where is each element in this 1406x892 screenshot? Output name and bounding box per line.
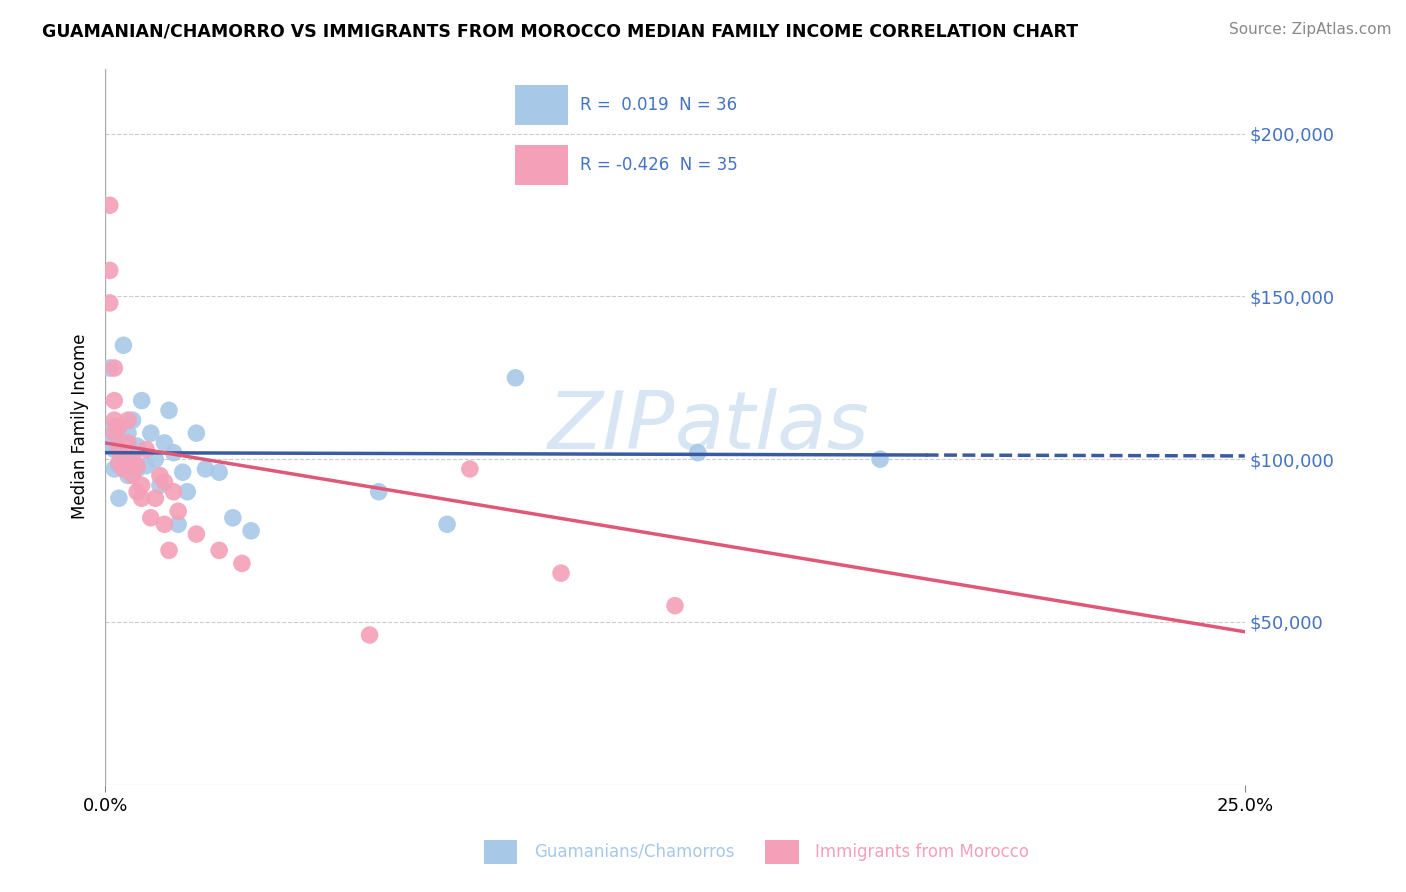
Point (117, 413, 139, 427)
Point (162, 445, 184, 459)
Point (98, 263, 121, 277)
Point (98, 296, 121, 310)
Text: Guamanians/Chamorros: Guamanians/Chamorros (534, 843, 735, 861)
Point (153, 517, 176, 532)
Point (367, 484, 389, 499)
FancyBboxPatch shape (516, 145, 568, 185)
Point (127, 462, 149, 476)
Point (172, 465, 194, 479)
Text: R = -0.426  N = 35: R = -0.426 N = 35 (581, 156, 738, 174)
Point (162, 484, 184, 499)
Point (240, 524, 263, 538)
Point (127, 439, 149, 453)
Text: Immigrants from Morocco: Immigrants from Morocco (815, 843, 1029, 861)
Point (103, 413, 125, 427)
Point (131, 491, 153, 506)
Text: R =  0.019  N = 36: R = 0.019 N = 36 (581, 96, 738, 114)
Point (108, 419, 131, 434)
Point (505, 371, 527, 385)
Point (231, 557, 253, 571)
Point (208, 543, 231, 558)
Text: GUAMANIAN/CHAMORRO VS IMMIGRANTS FROM MOROCCO MEDIAN FAMILY INCOME CORRELATION C: GUAMANIAN/CHAMORRO VS IMMIGRANTS FROM MO… (42, 22, 1078, 40)
Point (131, 393, 153, 408)
Point (121, 452, 143, 467)
Point (131, 478, 153, 492)
Point (103, 361, 125, 376)
Point (98, 361, 121, 376)
Point (869, 452, 891, 467)
Point (127, 458, 149, 473)
Point (149, 478, 172, 492)
Text: atlas: atlas (675, 388, 870, 466)
Point (108, 429, 131, 443)
Point (139, 510, 162, 524)
Point (664, 599, 686, 613)
Point (186, 527, 208, 541)
Point (153, 475, 176, 489)
Point (149, 468, 172, 483)
Text: Source: ZipAtlas.com: Source: ZipAtlas.com (1229, 22, 1392, 37)
Point (143, 452, 166, 467)
Point (135, 442, 157, 457)
Point (108, 442, 131, 457)
Point (108, 491, 131, 506)
Point (222, 510, 245, 524)
Point (153, 436, 176, 450)
Point (108, 455, 131, 469)
Y-axis label: Median Family Income: Median Family Income (72, 334, 89, 519)
Point (167, 517, 190, 532)
Point (103, 419, 125, 434)
Point (157, 543, 180, 558)
Point (686, 445, 709, 459)
Point (103, 442, 125, 457)
Point (127, 484, 149, 499)
Point (103, 393, 125, 408)
Point (436, 517, 458, 532)
Point (117, 436, 139, 450)
Point (550, 566, 572, 581)
Text: ZIP: ZIP (547, 388, 675, 466)
Point (135, 458, 157, 473)
Point (167, 504, 190, 518)
Point (117, 426, 139, 441)
Point (176, 484, 198, 499)
Point (103, 462, 125, 476)
Point (112, 462, 135, 476)
Point (458, 462, 481, 476)
Point (103, 426, 125, 441)
Point (186, 426, 208, 441)
Point (108, 458, 131, 473)
Point (121, 413, 143, 427)
Point (208, 465, 231, 479)
Point (121, 468, 143, 483)
Point (143, 491, 166, 506)
Point (98, 198, 121, 212)
Point (121, 452, 143, 467)
Point (359, 628, 381, 642)
Point (194, 462, 217, 476)
Point (98, 436, 121, 450)
Point (139, 426, 162, 441)
Point (117, 468, 139, 483)
Point (157, 403, 180, 417)
FancyBboxPatch shape (516, 85, 568, 125)
Point (112, 338, 135, 352)
